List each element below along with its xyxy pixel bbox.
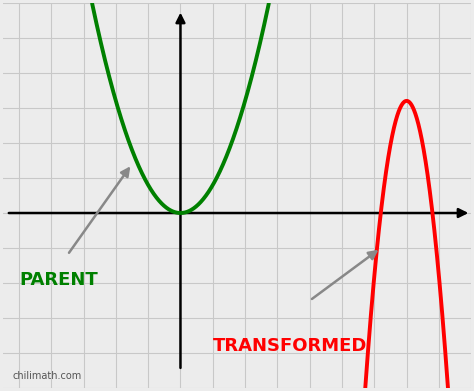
Text: TRANSFORMED: TRANSFORMED xyxy=(213,337,367,355)
Text: chilimath.com: chilimath.com xyxy=(12,371,82,381)
Text: PARENT: PARENT xyxy=(19,271,98,289)
